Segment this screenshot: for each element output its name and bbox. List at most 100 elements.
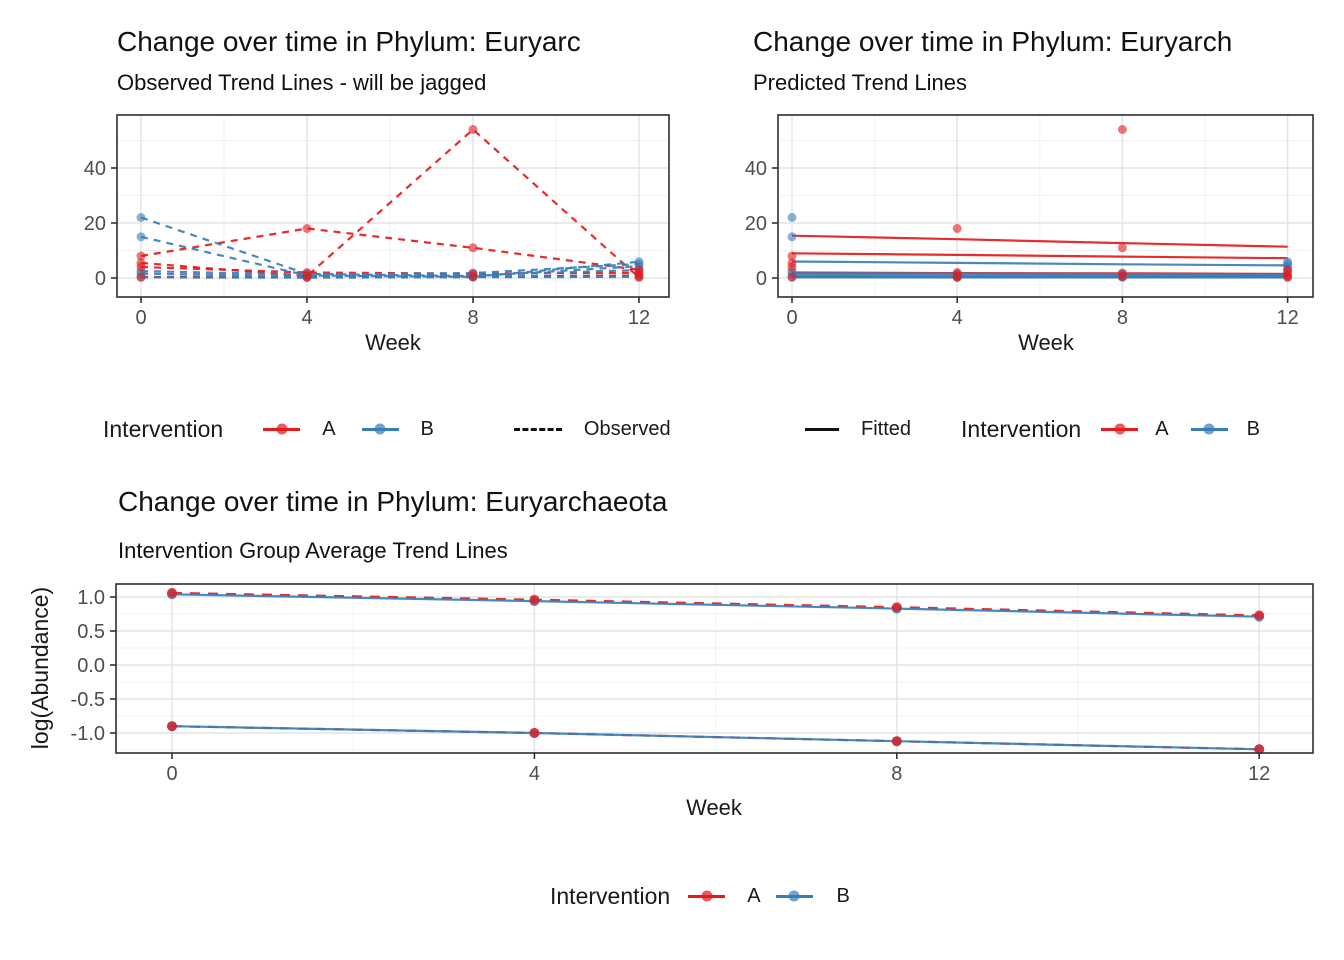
x-tick-label: 0 (166, 763, 177, 785)
average-chart-subtitle: Intervention Group Average Trend Lines (118, 538, 508, 563)
legend-item-intervention-b: B (361, 417, 434, 441)
legend-label-a: A (1155, 417, 1169, 440)
data-point-a-subject-4 (136, 272, 146, 282)
legend-item-intervention-a: A (688, 884, 761, 908)
data-point-a-subject-1 (468, 243, 478, 253)
panel-background (117, 115, 669, 297)
y-tick-label: 0.5 (77, 621, 105, 643)
data-point-a-subject-3 (468, 269, 478, 279)
plot-panel-average: 0 4 8 12 1.0 0.5 0.0 -0.5 -1.0 (71, 583, 1314, 785)
series-line-b-fitted-2 (791, 272, 1288, 276)
x-tick-label: 4 (301, 307, 312, 329)
data-point-group-a-average-lower (529, 728, 540, 738)
legend-label-b: B (420, 417, 434, 440)
legend-item-intervention-b: B (775, 884, 850, 908)
legend-item-intervention-a: A (263, 418, 336, 441)
data-point-a-subject-1 (634, 265, 644, 275)
series-line-group-b-average-lower (171, 725, 1260, 751)
panel-border (115, 583, 1314, 754)
legend-title: Intervention (103, 415, 224, 442)
average-y-axis-label: log(Abundance) (27, 586, 53, 750)
panel-background (778, 115, 1313, 297)
x-tick-label: 12 (628, 307, 650, 329)
plot-panel-predicted: 0 4 8 12 0 20 40 (745, 114, 1314, 329)
data-point-a-observed-points-2 (787, 258, 797, 268)
y-tick-label: 0.0 (77, 655, 105, 677)
data-point-group-a-average-upper (167, 587, 177, 598)
data-point-a-observed-points-2 (1117, 125, 1127, 134)
series-line-b-fitted-1 (791, 260, 1288, 267)
y-tick-label: 0 (95, 268, 106, 290)
x-tick-label: 12 (1248, 763, 1270, 785)
series-line-a-fitted-2 (791, 252, 1288, 260)
data-point-a-observed-points-1 (952, 224, 962, 233)
dashed-line-key-icon (513, 427, 562, 431)
legend-label-b: B (1246, 417, 1260, 440)
observed-chart-title: Change over time in Phylum: Euryarc (117, 26, 581, 57)
intervention-a-key-icon (1101, 420, 1139, 438)
y-tick-label: 40 (84, 158, 106, 180)
panel-border (116, 114, 670, 298)
data-point-b-observed-points-1 (787, 213, 797, 222)
y-tick-label: 1.0 (77, 587, 105, 609)
series-line-group-a-average-upper (171, 591, 1260, 617)
observed-chart-subtitle: Observed Trend Lines - will be jagged (117, 70, 487, 95)
data-point-group-a-average-upper (891, 602, 902, 613)
x-tick-label: 8 (891, 763, 902, 785)
data-point-a-subject-2 (634, 272, 644, 282)
legend-title: Intervention (550, 882, 671, 909)
legend-item-intervention-a: A (1101, 417, 1169, 441)
series-line-b-subject-4 (140, 268, 640, 278)
data-point-b-subject-1 (136, 213, 146, 222)
data-point-a-observed-points-4 (787, 272, 797, 282)
x-tick-label: 4 (952, 307, 963, 329)
predicted-chart-subtitle: Predicted Trend Lines (753, 70, 968, 95)
data-point-a-observed-points-1 (787, 251, 797, 261)
intervention-b-key-icon (775, 887, 813, 905)
data-point-a-observed-points-1 (1283, 265, 1293, 275)
data-point-group-a-average-upper (529, 594, 540, 605)
series-line-group-b-average-upper (171, 593, 1260, 618)
average-legend: Intervention A B (550, 882, 850, 910)
y-tick-label: -0.5 (71, 689, 105, 711)
data-point-a-observed-points-1 (1117, 243, 1127, 253)
series-line-b-subject-3 (140, 262, 640, 276)
average-chart-title: Change over time in Phylum: Euryarchaeot… (118, 486, 668, 517)
data-point-a-subject-1 (136, 251, 146, 261)
predicted-x-axis-label: Week (1018, 330, 1074, 355)
data-point-group-a-average-upper (1254, 610, 1265, 621)
predicted-legend: Fitted Intervention A B (805, 415, 1260, 443)
y-tick-label: 20 (745, 213, 767, 235)
data-point-a-observed-points-2 (952, 271, 962, 281)
series-line-b-subject-5 (140, 275, 640, 279)
data-point-b-subject-2 (136, 232, 146, 242)
solid-line-key-icon (805, 427, 839, 431)
y-tick-label: -1.0 (71, 723, 105, 745)
data-point-a-observed-points-2 (1283, 272, 1293, 282)
average-x-axis-label: Week (686, 795, 742, 820)
legend-label-a: A (747, 884, 761, 907)
data-point-a-observed-points-3 (1117, 269, 1127, 279)
intervention-a-key-icon (688, 887, 726, 905)
data-point-a-subject-2 (302, 271, 312, 281)
x-tick-label: 12 (1276, 307, 1298, 329)
intervention-a-key-icon (263, 420, 301, 438)
legend-label-b: B (836, 884, 850, 907)
predicted-chart-title: Change over time in Phylum: Euryarch (753, 26, 1233, 57)
data-point-group-a-average-lower (167, 721, 177, 732)
x-tick-label: 8 (467, 307, 478, 329)
legend-item-observed: Observed (513, 417, 671, 441)
y-tick-label: 0 (756, 268, 767, 290)
data-point-group-a-average-lower (891, 736, 902, 747)
series-line-a-subject-1 (140, 227, 640, 271)
data-point-b-observed-points-2 (787, 232, 797, 242)
legend-label-observed: Observed (583, 417, 671, 440)
series-line-a-fitted-1 (791, 234, 1288, 248)
observed-x-axis-label: Week (365, 330, 421, 355)
legend-title: Intervention (961, 415, 1082, 442)
x-tick-label: 0 (135, 307, 146, 329)
panel-border (777, 114, 1314, 298)
x-tick-label: 0 (786, 307, 797, 329)
